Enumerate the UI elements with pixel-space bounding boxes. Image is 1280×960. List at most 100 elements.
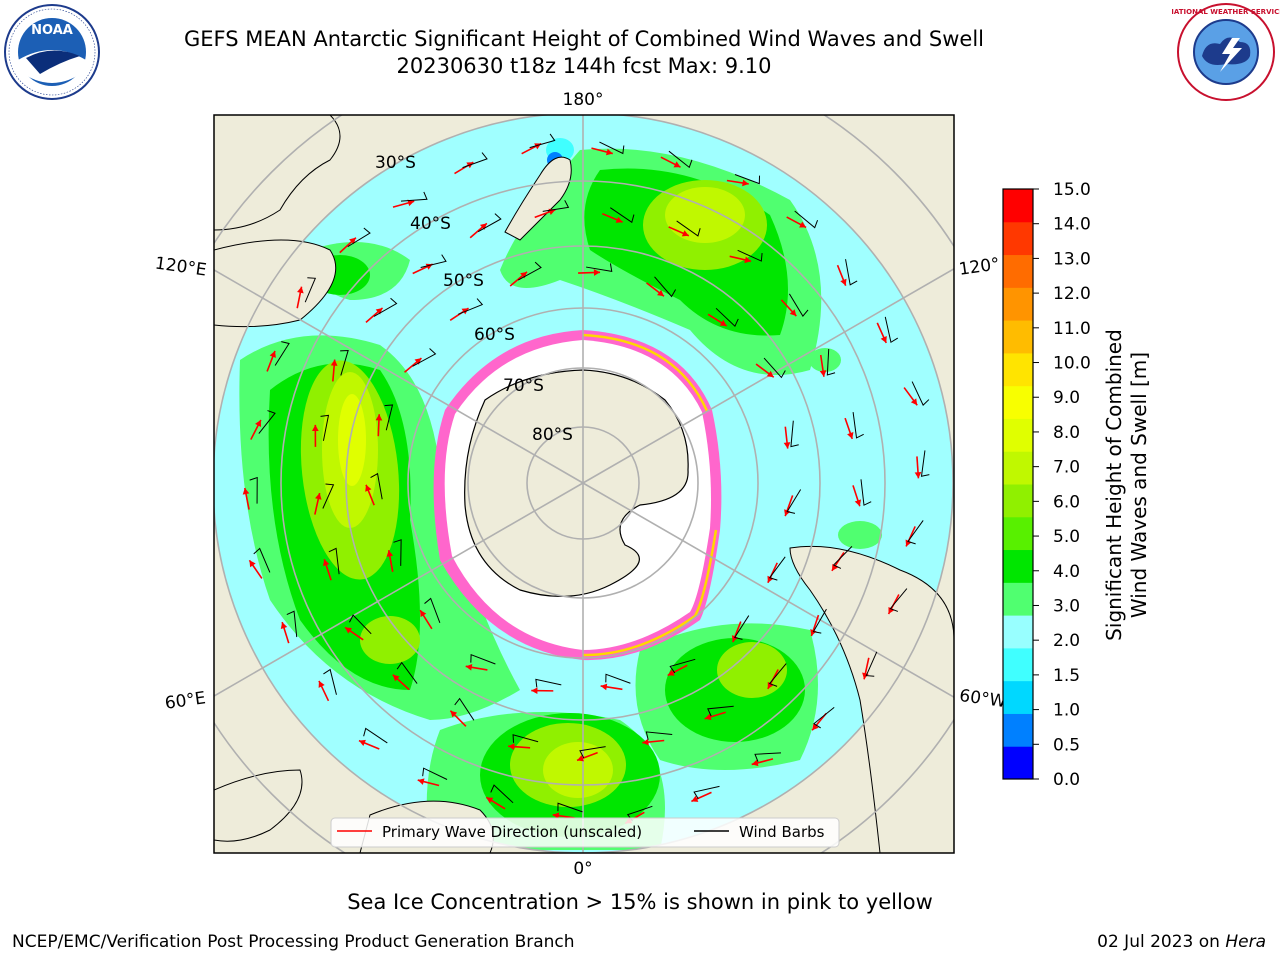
nws-logo-text: NATIONAL WEATHER SERVICE <box>1172 8 1280 16</box>
footer-host: Hera <box>1225 932 1266 952</box>
lat-label-50s: 50°S <box>443 271 484 291</box>
wave-direction-arrowhead <box>392 674 400 682</box>
wind-barb <box>826 348 836 376</box>
wave-direction-arrowhead <box>365 484 372 492</box>
map-legend: Primary Wave Direction (unscaled) Wind B… <box>330 817 840 848</box>
colorbar-tick-label: 9.0 <box>1053 388 1080 408</box>
wave-direction-arrowhead <box>312 424 319 431</box>
colorbar-title: Significant Height of Combined Wind Wave… <box>1102 315 1152 655</box>
wave-direction-arrowhead <box>375 414 383 421</box>
colorbar: 15.0 14.0 13.0 12.0 11.0 10.0 9.0 8.0 7.0 6.0 5.0 4… <box>1002 180 1091 790</box>
colorbar-segment <box>1003 451 1033 485</box>
colorbar-tick-label: 1.5 <box>1053 666 1080 686</box>
colorbar-tick-label: 0.0 <box>1053 770 1080 790</box>
wind-barb <box>420 254 447 268</box>
wind-barb <box>457 298 484 315</box>
graticule <box>214 115 954 853</box>
wind-barb <box>422 767 448 780</box>
wave-direction-arrowhead <box>255 419 262 427</box>
wind-barb <box>454 697 475 721</box>
wave-direction-arrowhead <box>552 812 560 820</box>
wind-barb <box>654 276 677 298</box>
colorbar-tick-label: 0.5 <box>1053 735 1080 755</box>
wave-direction-arrowhead <box>242 487 250 495</box>
wave-direction-arrowhead <box>249 560 256 568</box>
colorbar-segment <box>1003 320 1033 354</box>
wind-barb <box>542 200 570 212</box>
sea-ice-caption: Sea Ice Concentration > 15% is shown in … <box>347 890 933 914</box>
wave-direction-arrowhead <box>673 161 681 168</box>
wave-direction-arrowhead <box>704 713 712 721</box>
wind-barb <box>470 653 496 665</box>
wind-barb <box>323 668 337 695</box>
madagascar-region <box>214 769 303 842</box>
wind-barb <box>599 141 625 155</box>
colorbar-segment <box>1003 221 1033 256</box>
lon-label-120w: 120° <box>958 254 1001 280</box>
wind-barb <box>734 174 761 185</box>
south-america <box>789 545 954 853</box>
wind-barb <box>249 476 258 504</box>
lat-label-80s: 80°S <box>532 425 573 445</box>
wave-direction-arrowhead <box>742 179 749 187</box>
wind-barb <box>517 261 542 281</box>
colorbar-segment <box>1003 615 1033 649</box>
colorbar-segment <box>1003 189 1033 223</box>
colorbar-tick-label: 10.0 <box>1053 354 1091 374</box>
wave-direction-arrowhead <box>642 738 649 746</box>
wind-barb <box>393 539 402 566</box>
wave-direction-arrowhead <box>386 550 394 557</box>
wind-barb <box>768 663 787 687</box>
colorbar-tick-label: 2.0 <box>1053 631 1080 651</box>
colorbar-segment <box>1003 352 1033 387</box>
lat-label-30s: 30°S <box>375 153 416 173</box>
wind-barb <box>693 785 720 800</box>
wave-direction-arrowhead <box>420 610 427 618</box>
wind-barb <box>322 483 335 509</box>
wind-barb <box>907 520 924 545</box>
wind-barb <box>676 220 701 237</box>
wind-barb <box>669 658 696 674</box>
wind-barb <box>610 207 635 224</box>
wind-barb <box>911 381 930 406</box>
wave-direction-arrowhead <box>812 723 819 731</box>
wind-barb <box>668 150 693 169</box>
wind-barb <box>363 727 388 744</box>
colorbar-segment <box>1003 254 1033 288</box>
wind-barb <box>347 227 371 248</box>
wave-direction-arrowhead <box>657 289 664 297</box>
wind-barb <box>605 673 631 684</box>
wind-barb <box>490 784 514 804</box>
wind-barb <box>845 259 858 286</box>
wave-direction-arrowhead <box>681 230 689 237</box>
wave-direction-arrowhead <box>910 398 918 406</box>
wave-direction-arrowhead <box>751 759 759 767</box>
wind-barb <box>852 412 864 439</box>
wind-barb <box>396 661 418 684</box>
wave-direction-arrowhead <box>615 216 623 223</box>
wave-direction-arrowhead <box>767 575 774 583</box>
wave-direction-arrowhead <box>783 442 791 449</box>
wind-barb <box>462 152 488 169</box>
colorbar-tick-label: 13.0 <box>1053 249 1091 269</box>
wave-direction-arrowhead <box>315 493 322 500</box>
wave-direction-arrowhead <box>465 664 473 671</box>
lon-label-120e: 120°E <box>154 254 208 281</box>
wave-direction-arrowhead <box>479 223 487 230</box>
colorbar-segment <box>1003 287 1033 321</box>
lon-label-0: 0° <box>573 859 592 879</box>
wind-barb <box>579 746 606 759</box>
wave-direction-arrowhead <box>375 307 383 315</box>
wind-barb <box>529 133 556 149</box>
wind-barb <box>349 614 372 635</box>
colorbar-tick-label: 5.0 <box>1053 527 1080 547</box>
footer-branch: NCEP/EMC/Verification Post Processing Pr… <box>12 932 575 952</box>
wave-direction-arrowhead <box>280 622 288 629</box>
wave-direction-arrowhead <box>520 271 528 279</box>
colorbar-tick-label: 6.0 <box>1053 492 1080 512</box>
lon-label-180: 180° <box>563 90 604 110</box>
colorbar-segment <box>1003 484 1033 518</box>
wind-barb <box>373 297 398 317</box>
colorbar-segment <box>1003 549 1033 583</box>
